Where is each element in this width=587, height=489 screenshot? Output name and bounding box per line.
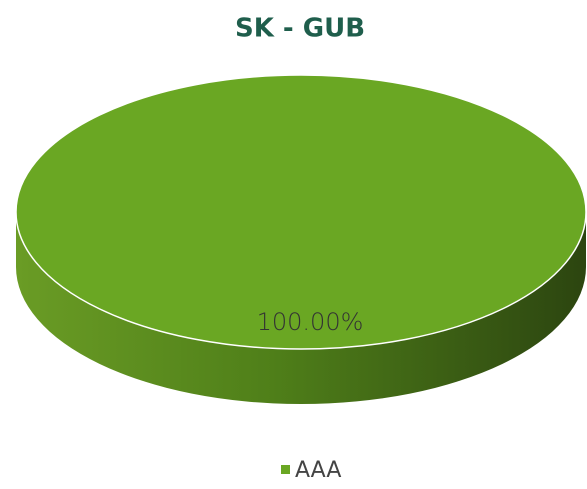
pie-slice <box>15 74 587 350</box>
legend-swatch <box>281 465 290 474</box>
pie: 100.00% <box>15 74 587 404</box>
legend: AAA <box>281 458 341 483</box>
chart-title: SK - GUB <box>235 14 365 44</box>
data-label: 100.00% <box>257 308 364 336</box>
legend-label: AAA <box>295 458 341 483</box>
pie-side <box>16 212 586 404</box>
